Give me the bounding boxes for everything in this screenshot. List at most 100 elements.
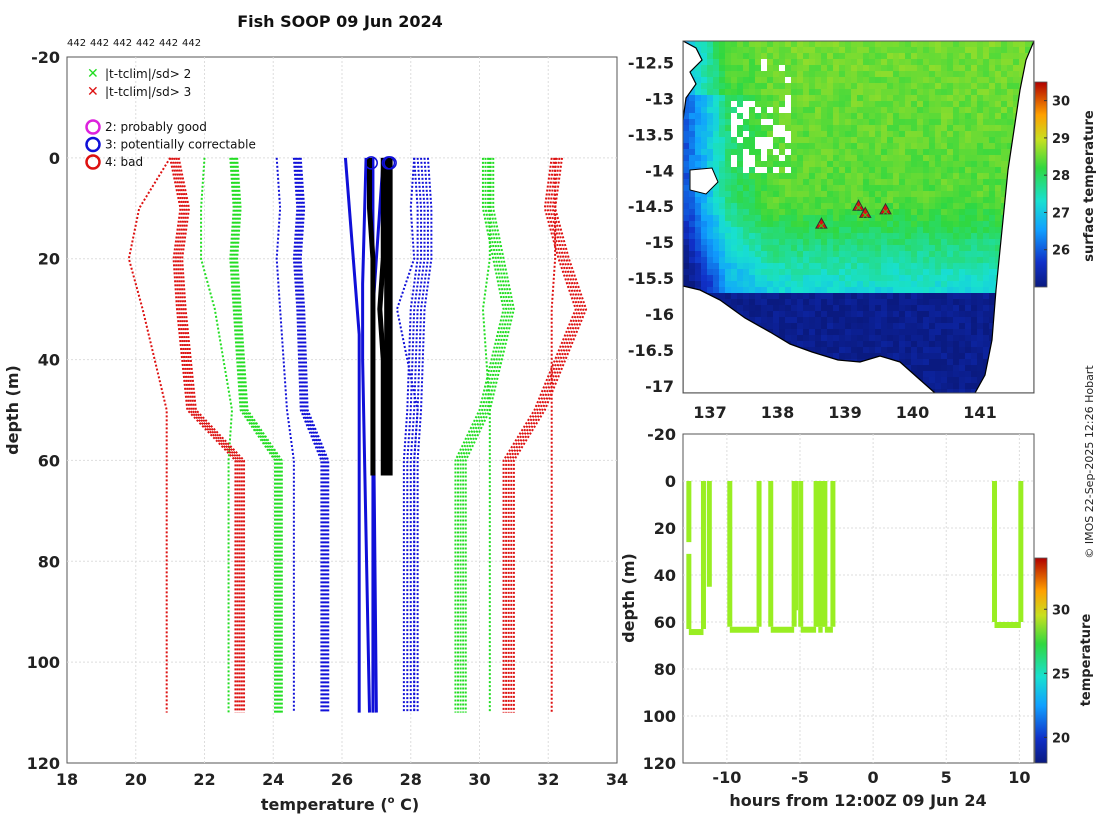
sst-cell bbox=[971, 203, 977, 209]
sst-cell bbox=[1019, 59, 1025, 65]
sst-cell bbox=[749, 281, 755, 287]
xtick-label: 32 bbox=[537, 770, 559, 789]
sst-cell bbox=[827, 239, 833, 245]
sst-cell bbox=[977, 59, 983, 65]
sst-cell bbox=[737, 71, 743, 77]
sst-cell bbox=[881, 179, 887, 185]
sst-cell bbox=[779, 59, 785, 65]
sst-cell bbox=[815, 101, 821, 107]
sst-cell bbox=[707, 275, 713, 281]
sst-cell bbox=[779, 161, 785, 167]
sst-cell bbox=[935, 281, 941, 287]
sst-cell bbox=[1013, 77, 1019, 83]
sst-cell bbox=[953, 215, 959, 221]
sst-cell bbox=[731, 101, 737, 107]
sst-cell bbox=[755, 257, 761, 263]
sst-cell bbox=[689, 281, 695, 287]
sst-cell bbox=[995, 41, 1001, 47]
sst-cell bbox=[737, 119, 743, 125]
sst-cell bbox=[959, 59, 965, 65]
sst-cell bbox=[875, 203, 881, 209]
sst-cell bbox=[797, 47, 803, 53]
sst-cell bbox=[1001, 107, 1007, 113]
sst-cell bbox=[971, 53, 977, 59]
sst-cell bbox=[869, 197, 875, 203]
sst-cell bbox=[923, 287, 929, 293]
sst-cell bbox=[935, 161, 941, 167]
sst-cell bbox=[911, 191, 917, 197]
sst-cell bbox=[791, 221, 797, 227]
sst-cell bbox=[719, 41, 725, 47]
sst-cell bbox=[869, 209, 875, 215]
sst-cell bbox=[779, 227, 785, 233]
sst-cell bbox=[773, 215, 779, 221]
sst-cell bbox=[869, 41, 875, 47]
sst-cell bbox=[755, 113, 761, 119]
sst-cell bbox=[899, 119, 905, 125]
sst-cell bbox=[803, 239, 809, 245]
sst-cell bbox=[743, 185, 749, 191]
sst-cell bbox=[917, 287, 923, 293]
sst-cell bbox=[689, 269, 695, 275]
sst-cell bbox=[923, 263, 929, 269]
sst-cell bbox=[785, 305, 791, 311]
sst-cell bbox=[875, 167, 881, 173]
sst-cell bbox=[851, 95, 857, 101]
sst-cell bbox=[785, 317, 791, 323]
sst-cell bbox=[923, 191, 929, 197]
sst-cell bbox=[833, 251, 839, 257]
sst-cell bbox=[743, 119, 749, 125]
sst-cell bbox=[935, 77, 941, 83]
sst-cell bbox=[923, 377, 929, 383]
sst-cell bbox=[929, 269, 935, 275]
sst-cell bbox=[863, 329, 869, 335]
sst-cell bbox=[905, 161, 911, 167]
sst-cell bbox=[707, 233, 713, 239]
sst-cell bbox=[971, 167, 977, 173]
sst-cell bbox=[689, 275, 695, 281]
sst-cell bbox=[917, 257, 923, 263]
sst-cell bbox=[905, 59, 911, 65]
sst-cell bbox=[767, 215, 773, 221]
sst-cell bbox=[845, 335, 851, 341]
sst-cell bbox=[983, 89, 989, 95]
sst-cell bbox=[923, 365, 929, 371]
sst-cell bbox=[719, 137, 725, 143]
sst-cell bbox=[839, 353, 845, 359]
sst-cell bbox=[905, 167, 911, 173]
sst-cell bbox=[797, 335, 803, 341]
sst-cell bbox=[845, 305, 851, 311]
sst-cell bbox=[719, 59, 725, 65]
sst-cell bbox=[779, 179, 785, 185]
sst-cell bbox=[935, 59, 941, 65]
sst-cell bbox=[893, 347, 899, 353]
sst-cell bbox=[827, 293, 833, 299]
sst-cell bbox=[941, 71, 947, 77]
sst-cell bbox=[695, 251, 701, 257]
sst-cell bbox=[1019, 41, 1025, 47]
sst-cell bbox=[947, 185, 953, 191]
sst-cell bbox=[869, 119, 875, 125]
sst-cell bbox=[881, 197, 887, 203]
sst-cell bbox=[899, 209, 905, 215]
qc-flag-circle bbox=[383, 156, 397, 170]
sst-cell bbox=[899, 293, 905, 299]
sst-cell bbox=[959, 161, 965, 167]
sst-cell bbox=[851, 131, 857, 137]
sst-cell bbox=[785, 245, 791, 251]
sst-cell bbox=[839, 113, 845, 119]
sst-cell bbox=[983, 227, 989, 233]
sst-cell bbox=[917, 341, 923, 347]
sst-cell bbox=[941, 59, 947, 65]
sst-cell bbox=[803, 221, 809, 227]
sst-cell bbox=[989, 155, 995, 161]
sst-cell bbox=[887, 95, 893, 101]
sst-cell bbox=[833, 227, 839, 233]
sst-cell bbox=[899, 173, 905, 179]
sst-cell bbox=[767, 239, 773, 245]
sst-cell bbox=[851, 125, 857, 131]
sst-cell bbox=[821, 311, 827, 317]
sst-cell bbox=[815, 167, 821, 173]
sst-cell bbox=[983, 299, 989, 305]
sst-cell bbox=[707, 143, 713, 149]
